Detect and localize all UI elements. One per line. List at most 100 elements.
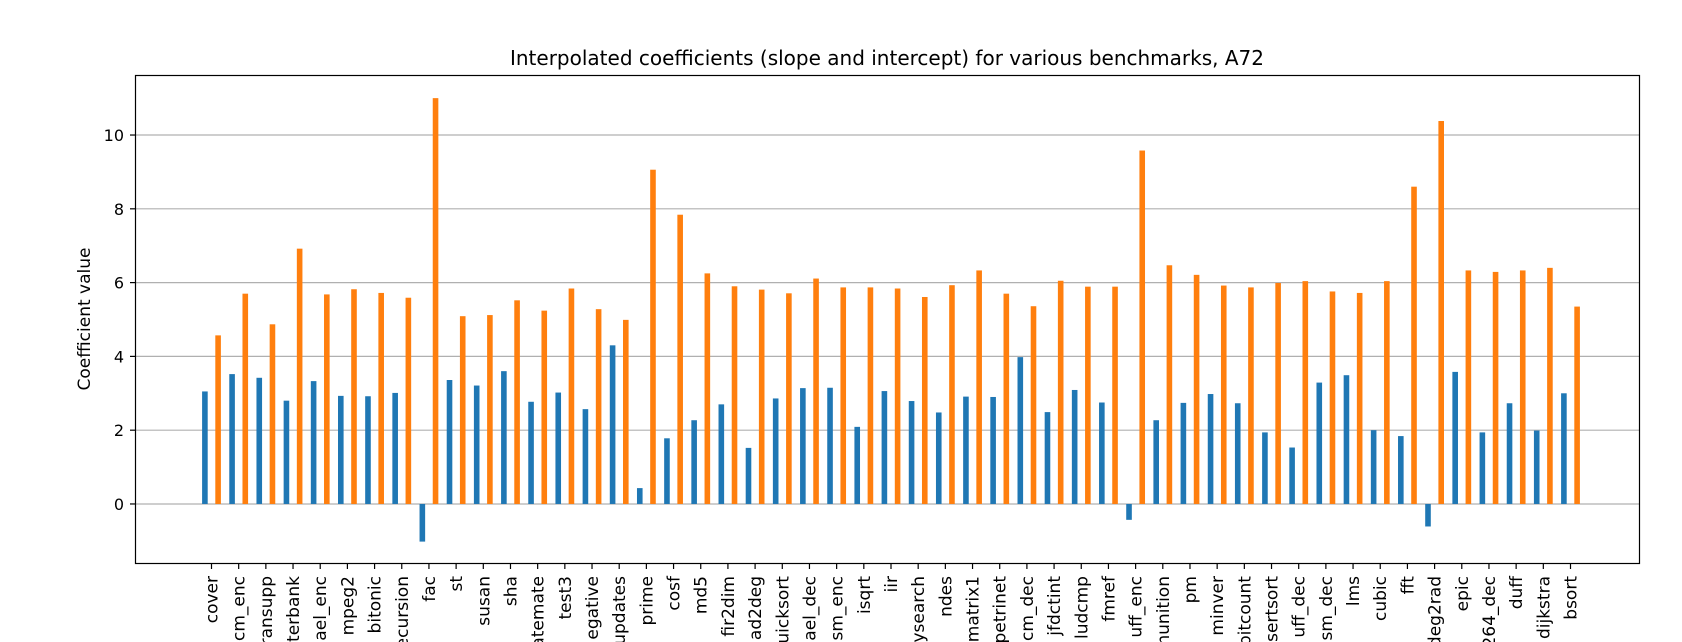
bar-series-1 [1479, 432, 1486, 504]
x-tick-label: sha [501, 576, 521, 606]
bar-series-2 [595, 309, 602, 504]
bar-series-2 [976, 270, 982, 504]
bar-series-1 [1316, 382, 1323, 504]
bar-series-2 [487, 315, 493, 504]
x-tick-label: fft [1398, 576, 1418, 595]
bar-series-2 [1519, 270, 1526, 504]
bar-series-2 [1193, 274, 1200, 504]
bar-series-1 [419, 503, 426, 542]
x-tick-label: pm [1181, 576, 1201, 603]
x-tick-label: ysearch [909, 576, 929, 642]
bar-series-2 [1438, 121, 1444, 504]
x-tick-label: ael_enc [311, 576, 331, 641]
bar-series-2 [1112, 286, 1118, 504]
x-tick-label: test3 [556, 576, 576, 619]
bar-series-2 [786, 293, 792, 504]
bar-series-2 [1220, 285, 1227, 504]
bar-series-2 [351, 289, 357, 504]
bar-series-1 [800, 388, 806, 504]
x-tick-label: uff_enc [1127, 576, 1147, 638]
y-tick-label: 4 [114, 347, 124, 366]
bar-series-1 [555, 392, 562, 504]
x-tick-label: munition [1154, 576, 1174, 642]
bar-series-1 [202, 391, 208, 504]
bar-series-2 [1030, 306, 1037, 504]
x-tick-label: cm_dec [1018, 576, 1038, 641]
bar-series-1 [1044, 412, 1051, 504]
x-tick-label: fmref [1099, 575, 1119, 622]
x-tick-label: ael_dec [800, 576, 820, 641]
bar-series-2 [405, 297, 412, 504]
x-tick-label: iir [882, 576, 902, 592]
bar-series-1 [1180, 402, 1187, 504]
bar-series-1 [827, 387, 833, 504]
bar-series-1 [365, 396, 371, 504]
x-tick-label: updates [610, 576, 630, 642]
bar-series-1 [1153, 420, 1159, 504]
bar-series-1 [935, 412, 942, 504]
bar-series-1 [718, 404, 725, 504]
bar-series-2 [1302, 281, 1309, 504]
bar-series-2 [1003, 293, 1010, 504]
bar-series-1 [392, 392, 398, 504]
x-tick-label: egative [583, 576, 603, 640]
y-axis-label: Coefficient value [75, 248, 95, 391]
bar-series-1 [283, 400, 290, 504]
bar-series-2 [623, 319, 629, 504]
x-tick-label: bitcount [1235, 576, 1255, 642]
x-tick-label: epic [1453, 576, 1473, 611]
bar-series-2 [894, 288, 901, 504]
bar-series-2 [459, 316, 466, 504]
y-tick-label: 10 [104, 126, 124, 145]
bar-series-1 [1398, 436, 1404, 504]
bar-series-1 [745, 447, 752, 504]
x-tick-label: bitonic [366, 576, 386, 633]
bar-series-2 [296, 248, 303, 504]
bar-series-1 [1506, 403, 1513, 504]
bar-series-1 [1370, 430, 1377, 504]
x-tick-label: st [447, 576, 467, 592]
bar-series-2 [432, 98, 439, 504]
bar-series-2 [1275, 282, 1281, 504]
bar-series-2 [1574, 306, 1580, 504]
x-tick-label: ransupp [257, 576, 277, 642]
bar-series-2 [731, 286, 738, 504]
x-axis-ticks: cover cm_enc ransupp terbank ael_enc mpeg2 bit… [203, 563, 1582, 642]
bar-series-1 [1126, 503, 1132, 520]
x-tick-label: matrix1 [964, 576, 984, 642]
bar-series-2 [1356, 292, 1363, 504]
bar-series-2 [1411, 186, 1417, 504]
bar-series-1 [854, 426, 861, 504]
bar-series-1 [582, 409, 589, 504]
bar-series-1 [501, 371, 507, 504]
bar-series-1 [609, 345, 616, 504]
bar-series-1 [310, 381, 317, 504]
x-tick-label: sm_enc [828, 576, 848, 641]
bar-series-1 [256, 377, 263, 504]
bar-series-1 [1099, 402, 1105, 504]
bar-series-2 [514, 300, 520, 504]
x-tick-label: cm_enc [230, 576, 250, 641]
bar-series-2 [324, 294, 330, 504]
bar-series-1 [1234, 403, 1241, 504]
bar-series-2 [677, 214, 683, 504]
x-tick-label: fac [420, 576, 440, 602]
x-tick-label: mpeg2 [338, 576, 358, 635]
bar-series-2 [215, 335, 221, 504]
bar-series-1 [338, 395, 344, 504]
bar-series-1 [1017, 357, 1024, 504]
y-axis-ticks: 0 2 4 6 8 10 [104, 126, 136, 514]
bar-series-2 [921, 296, 928, 504]
x-tick-label: cosf [665, 575, 685, 611]
bar-series-1 [1262, 432, 1268, 504]
bar-series-1 [691, 420, 697, 504]
bar-series-2 [1547, 267, 1553, 504]
x-tick-label: susan [474, 576, 494, 626]
x-tick-label: jfdctint [1045, 576, 1065, 637]
bar-series-2 [1492, 271, 1499, 504]
x-tick-label: prime [637, 576, 657, 626]
bar-series-1 [1533, 430, 1540, 504]
x-tick-label: 264_dec [1480, 576, 1500, 642]
bar-series-2 [704, 273, 711, 504]
bar-series-1 [908, 401, 915, 504]
